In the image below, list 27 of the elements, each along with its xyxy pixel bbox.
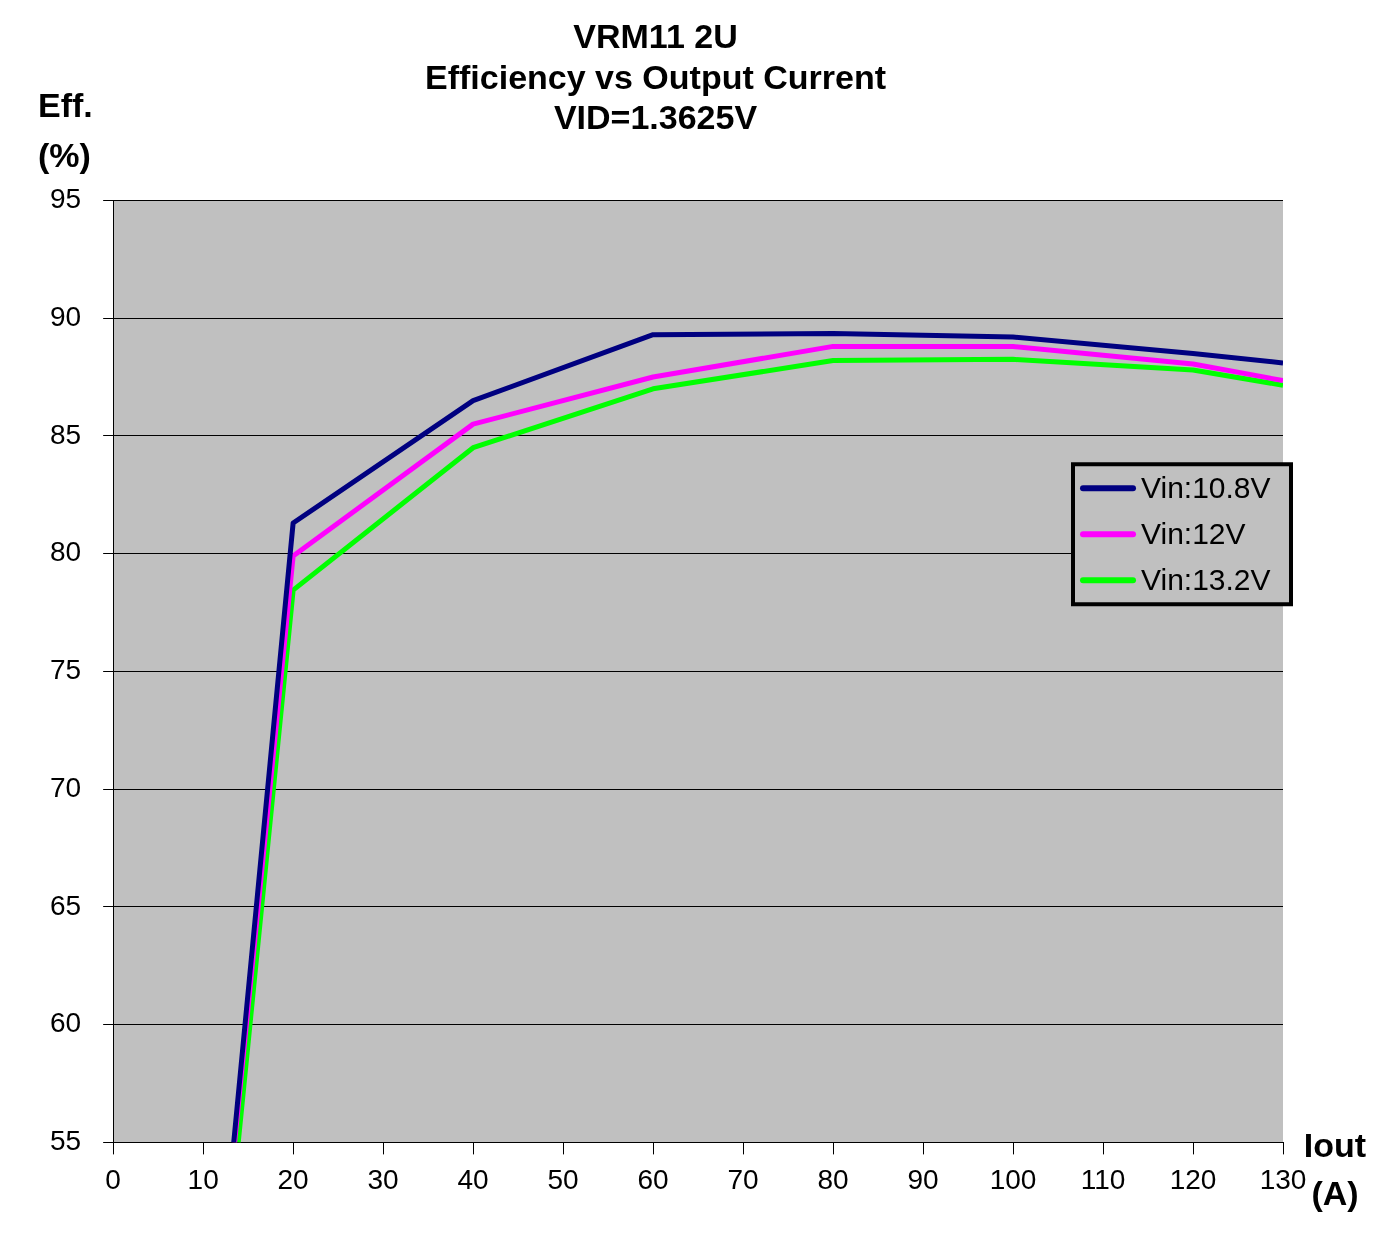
- x-tick-label: 0: [105, 1163, 121, 1195]
- chart-title: VRM11 2U Efficiency vs Output Current VID=1.3625V: [425, 16, 886, 137]
- x-tick-label: 60: [637, 1163, 669, 1195]
- x-tick-label: 80: [817, 1163, 849, 1195]
- y-tick-label: 95: [49, 183, 82, 215]
- x-tick-label: 70: [727, 1163, 759, 1195]
- x-tick-label: 90: [907, 1163, 939, 1195]
- y-tick-label: 90: [49, 300, 82, 332]
- legend-label: Vin:12V: [1141, 517, 1246, 551]
- y-axis-title: Eff. (%): [38, 86, 93, 175]
- y-tick-label: 80: [49, 536, 82, 568]
- y-tick-label: 75: [49, 654, 82, 686]
- y-tick-label: 60: [49, 1007, 82, 1039]
- y-tick-label: 65: [49, 889, 82, 921]
- x-tick-label: 110: [1080, 1163, 1126, 1195]
- x-tick-label: 120: [1169, 1163, 1217, 1195]
- y-tick-label: 70: [49, 771, 82, 803]
- y-tick-label: 85: [49, 418, 82, 450]
- y-tick-label: 55: [49, 1125, 82, 1157]
- x-tick-label: 100: [989, 1163, 1037, 1195]
- legend-label: Vin:13.2V: [1141, 563, 1271, 597]
- x-tick-label: 20: [277, 1163, 309, 1195]
- x-tick-label: 50: [547, 1163, 579, 1195]
- legend-label: Vin:10.8V: [1141, 471, 1271, 505]
- x-tick-label: 30: [367, 1163, 399, 1195]
- x-tick-label: 10: [187, 1163, 219, 1195]
- x-tick-label: 40: [457, 1163, 489, 1195]
